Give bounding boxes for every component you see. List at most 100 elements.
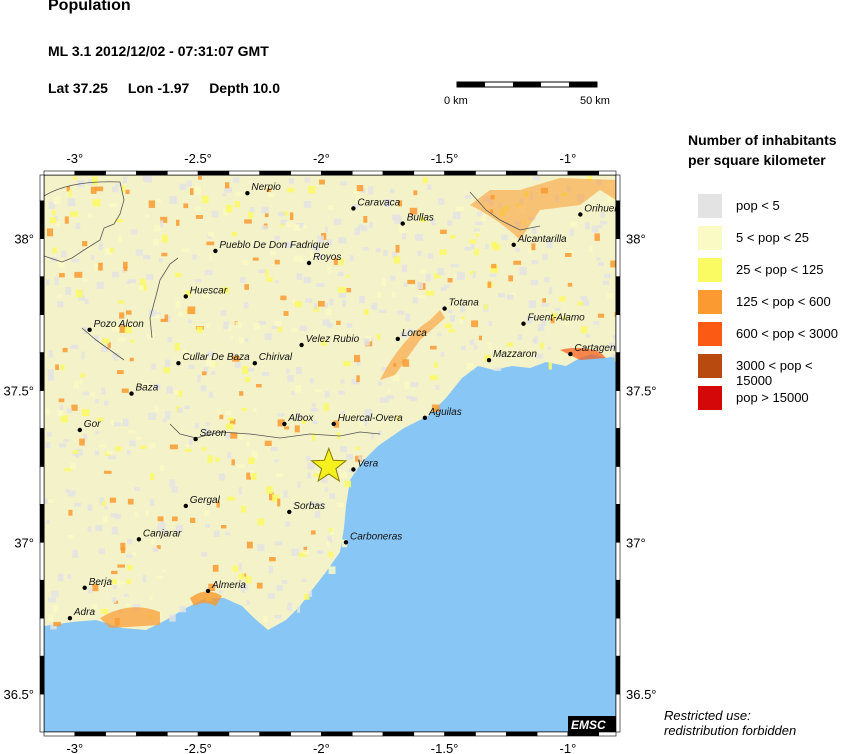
legend-item: pop < 5: [698, 194, 848, 218]
epicenter-star-icon: [310, 446, 348, 483]
emsc-logo-text: EMSC: [571, 718, 606, 732]
legend-item: pop > 15000: [698, 386, 848, 410]
svg-text:Pueblo De Don Fadrique: Pueblo De Don Fadrique: [219, 240, 330, 251]
lon-tick-label: -3°: [66, 151, 83, 166]
svg-text:Fuent-Alamo: Fuent-Alamo: [528, 313, 586, 324]
legend-item: 600 < pop < 3000: [698, 322, 848, 346]
city-cullar-de-baza: Cullar De Baza: [176, 352, 250, 366]
location-info: Lat 37.25 Lon -1.97 Depth 10.0: [48, 80, 296, 96]
city-bullas: Bullas: [400, 213, 434, 226]
lat-tick-label: 37.5°: [3, 384, 34, 399]
svg-text:Alcantarilla: Alcantarilla: [517, 234, 567, 245]
svg-text:Cullar De Baza: Cullar De Baza: [182, 352, 250, 363]
lat-tick-label: 36.5°: [626, 687, 657, 702]
svg-text:Almeria: Almeria: [211, 580, 246, 591]
legend-title: Number of inhabitants per square kilomet…: [688, 132, 837, 168]
legend-swatch: [698, 258, 722, 282]
city-cartagena: Cartagena: [568, 343, 621, 357]
legend-label: 3000 < pop < 15000: [736, 358, 813, 388]
lon-tick-label: -2°: [313, 741, 330, 754]
lon-tick-label: -1.5°: [431, 151, 459, 166]
svg-text:Chirival: Chirival: [259, 352, 293, 363]
latitude-label: Lat 37.25: [48, 80, 108, 96]
legend-swatch: [698, 290, 722, 314]
lon-tick-label: -1°: [560, 741, 577, 754]
usage-notice: Restricted use: redistribution forbidden: [664, 708, 797, 738]
legend-swatch: [698, 322, 722, 346]
svg-text:Nerpio: Nerpio: [251, 182, 281, 193]
legend-label: 600 < pop < 3000: [736, 326, 838, 341]
city-totana: Totana: [442, 298, 479, 311]
emsc-logo: [568, 716, 616, 732]
svg-text:Gor: Gor: [84, 419, 101, 430]
city-alcantarilla: Alcantarilla: [511, 234, 567, 247]
lat-tick-label: 37°: [14, 535, 34, 550]
svg-text:Royos: Royos: [313, 252, 341, 263]
city-velez-rubio: Velez Rubio: [299, 334, 360, 348]
lon-tick-label: -1°: [560, 151, 577, 166]
svg-text:Velez Rubio: Velez Rubio: [306, 334, 360, 345]
city-gor: Gor: [77, 419, 101, 433]
city-baza: Baza: [129, 383, 159, 396]
scale-end-label: 50 km: [580, 95, 610, 107]
city-lorca: Lorca: [395, 328, 427, 342]
svg-text:Seron: Seron: [200, 428, 227, 439]
legend-item: 5 < pop < 25: [698, 226, 848, 250]
city-huercal-overa: Huercal-Overa: [331, 413, 403, 427]
legend-label: pop > 15000: [736, 390, 809, 405]
city-pueblo-de-don-fadrique: Pueblo De Don Fadrique: [213, 240, 330, 254]
svg-text:Sorbas: Sorbas: [293, 501, 325, 512]
legend-item: 3000 < pop < 15000: [698, 354, 848, 388]
scale-bar: 0 km 50 km: [444, 81, 610, 107]
svg-text:Adra: Adra: [73, 607, 96, 618]
svg-text:Caravaca: Caravaca: [357, 197, 400, 208]
svg-text:Albox: Albox: [287, 413, 314, 424]
legend-swatch: [698, 194, 722, 218]
svg-text:Lorca: Lorca: [402, 328, 427, 339]
svg-text:Orihuela: Orihuela: [584, 204, 622, 215]
legend-item: 125 < pop < 600: [698, 290, 848, 314]
lat-tick-label: 37.5°: [626, 384, 657, 399]
lon-tick-label: -1.5°: [431, 741, 459, 754]
svg-text:Berja: Berja: [89, 577, 113, 588]
city-fuent-alamo: Fuent-Alamo: [521, 313, 585, 326]
city-adra: Adra: [67, 607, 96, 621]
lon-tick-label: -2°: [313, 151, 330, 166]
svg-text:Bullas: Bullas: [407, 213, 434, 224]
lat-tick-label: 37°: [626, 535, 646, 550]
longitude-label: Lon -1.97: [127, 80, 190, 96]
svg-text:Cartagena: Cartagena: [574, 343, 621, 354]
event-info: ML 3.1 2012/12/02 - 07:31:07 GMT: [48, 43, 269, 59]
city-mazzaron: Mazzaron: [486, 349, 537, 363]
lat-tick-label: 38°: [14, 232, 34, 247]
city-caravaca: Caravaca: [351, 197, 401, 211]
legend-swatch: [698, 386, 722, 410]
lon-tick-label: -2.5°: [184, 151, 212, 166]
lon-tick-label: -2.5°: [184, 741, 212, 754]
scale-start-label: 0 km: [444, 95, 468, 107]
svg-text:Huercal-Overa: Huercal-Overa: [338, 413, 403, 424]
city-berja: Berja: [82, 577, 113, 590]
axis-labels: -3° -3° -2.5° -2.5° -2° -2° -1.5° -1.5° -1° -1° 38…: [3, 151, 656, 754]
svg-text:Mazzaron: Mazzaron: [493, 349, 537, 360]
map-title: Population: [48, 0, 131, 14]
city-gergal: Gergal: [183, 495, 221, 509]
city-seron: Seron: [193, 428, 227, 442]
city-pozo-alcon: Pozo Alcon: [87, 319, 144, 332]
legend-label: pop < 5: [736, 198, 780, 213]
city-carboneras: Carboneras: [343, 531, 402, 545]
depth-label: Depth 10.0: [209, 80, 280, 96]
city-huescar: Huescar: [183, 285, 228, 299]
lat-tick-label: 36.5°: [3, 687, 34, 702]
city-canjarar: Canjarar: [136, 528, 182, 542]
svg-text:Aguilas: Aguilas: [428, 407, 462, 418]
city-chirival: Chirival: [252, 352, 293, 366]
legend-item: 25 < pop < 125: [698, 258, 848, 282]
svg-text:Gergal: Gergal: [190, 495, 221, 506]
city-aguilas: Aguilas: [422, 407, 462, 420]
lat-tick-label: 38°: [626, 232, 646, 247]
city-nerpio: Nerpio: [245, 182, 281, 196]
legend-label: 125 < pop < 600: [736, 294, 831, 309]
legend-swatch: [698, 354, 722, 378]
